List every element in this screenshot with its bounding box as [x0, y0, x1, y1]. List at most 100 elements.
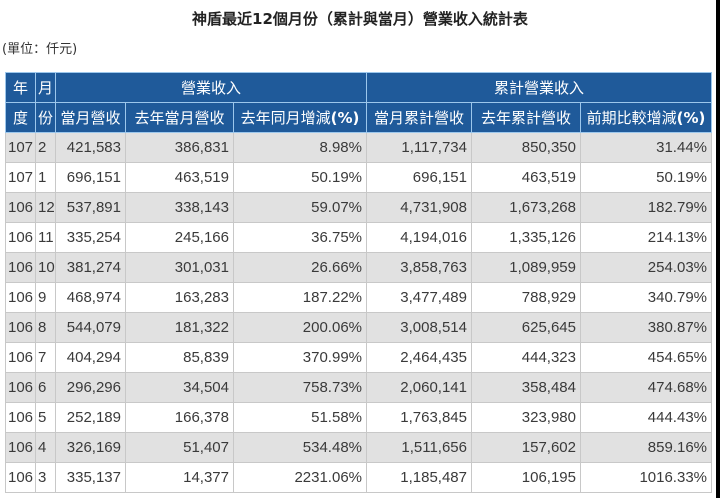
table-row: 106 12 537,891 338,143 59.07% 4,731,908 …: [5, 192, 712, 223]
cell-year: 107: [5, 162, 36, 193]
cell-current-cumulative: 4,194,016: [366, 222, 472, 253]
cell-period-change: 31.44%: [580, 132, 712, 163]
table-row: 106 6 296,296 34,504 758.73% 2,060,141 3…: [5, 372, 712, 403]
cell-period-change: 380.87%: [580, 312, 712, 343]
table-row: 106 10 381,274 301,031 26.66% 3,858,763 …: [5, 252, 712, 283]
header-yoy-change-unit: (%): [330, 109, 360, 127]
header-yoy-change-label: 去年同月增減: [240, 109, 331, 127]
header-last-year-cumulative: 去年累計營收: [471, 102, 581, 133]
cell-month: 2: [35, 132, 56, 163]
cell-period-change: 1016.33%: [580, 462, 712, 493]
cell-last-year-cumulative: 788,929: [471, 282, 581, 313]
cell-current-month-revenue: 468,974: [55, 282, 126, 313]
cell-last-year-cumulative: 850,350: [471, 132, 581, 163]
cell-period-change: 340.79%: [580, 282, 712, 313]
cell-current-cumulative: 3,858,763: [366, 252, 472, 283]
table-row: 106 5 252,189 166,378 51.58% 1,763,845 3…: [5, 402, 712, 433]
cell-last-year-month-revenue: 34,504: [125, 372, 234, 403]
cell-period-change: 859.16%: [580, 432, 712, 463]
table-row: 107 2 421,583 386,831 8.98% 1,117,734 85…: [5, 132, 712, 163]
cell-current-month-revenue: 335,254: [55, 222, 126, 253]
header-month-top: 月: [35, 72, 56, 103]
cell-last-year-month-revenue: 245,166: [125, 222, 234, 253]
cell-yoy-change: 51.58%: [233, 402, 367, 433]
cell-year: 106: [5, 222, 36, 253]
cell-current-cumulative: 1,117,734: [366, 132, 472, 163]
cell-yoy-change: 50.19%: [233, 162, 367, 193]
cell-current-cumulative: 696,151: [366, 162, 472, 193]
cell-current-month-revenue: 326,169: [55, 432, 126, 463]
cell-year: 107: [5, 132, 36, 163]
cell-period-change: 444.43%: [580, 402, 712, 433]
header-year-top: 年: [5, 72, 36, 103]
cell-current-month-revenue: 296,296: [55, 372, 126, 403]
table-row: 106 4 326,169 51,407 534.48% 1,511,656 1…: [5, 432, 712, 463]
cell-period-change: 254.03%: [580, 252, 712, 283]
cell-month: 7: [35, 342, 56, 373]
cell-last-year-month-revenue: 163,283: [125, 282, 234, 313]
cell-yoy-change: 534.48%: [233, 432, 367, 463]
header-period-change-unit: (%): [676, 109, 706, 127]
cell-current-month-revenue: 335,137: [55, 462, 126, 493]
cell-current-month-revenue: 544,079: [55, 312, 126, 343]
cell-current-cumulative: 2,060,141: [366, 372, 472, 403]
header-cumulative-revenue-group: 累計營業收入: [366, 72, 712, 103]
header-period-change-label: 前期比較增減: [586, 109, 677, 127]
table-row: 106 11 335,254 245,166 36.75% 4,194,016 …: [5, 222, 712, 253]
cell-month: 4: [35, 432, 56, 463]
cell-current-cumulative: 1,185,487: [366, 462, 472, 493]
cell-current-cumulative: 2,464,435: [366, 342, 472, 373]
cell-yoy-change: 370.99%: [233, 342, 367, 373]
cell-current-cumulative: 4,731,908: [366, 192, 472, 223]
unit-note: (單位：仟元): [2, 42, 78, 57]
cell-last-year-month-revenue: 85,839: [125, 342, 234, 373]
cell-last-year-cumulative: 323,980: [471, 402, 581, 433]
table-row: 106 3 335,137 14,377 2231.06% 1,185,487 …: [5, 462, 712, 493]
cell-last-year-month-revenue: 166,378: [125, 402, 234, 433]
cell-year: 106: [5, 192, 36, 223]
cell-current-month-revenue: 404,294: [55, 342, 126, 373]
table-row: 106 8 544,079 181,322 200.06% 3,008,514 …: [5, 312, 712, 343]
cell-last-year-cumulative: 358,484: [471, 372, 581, 403]
cell-month: 8: [35, 312, 56, 343]
header-yoy-change: 去年同月增減(%): [233, 102, 367, 133]
cell-last-year-cumulative: 157,602: [471, 432, 581, 463]
cell-month: 9: [35, 282, 56, 313]
cell-last-year-cumulative: 1,089,959: [471, 252, 581, 283]
cell-year: 106: [5, 402, 36, 433]
cell-year: 106: [5, 312, 36, 343]
cell-last-year-month-revenue: 301,031: [125, 252, 234, 283]
revenue-table: 年 月 營業收入 累計營業收入 度 份 當月營收 去年當月營收 去年同月增減(%…: [5, 72, 712, 493]
cell-year: 106: [5, 462, 36, 493]
header-row-groups: 年 月 營業收入 累計營業收入: [5, 72, 712, 103]
cell-current-cumulative: 3,477,489: [366, 282, 472, 313]
cell-year: 106: [5, 342, 36, 373]
header-current-month-revenue: 當月營收: [55, 102, 126, 133]
cell-current-month-revenue: 696,151: [55, 162, 126, 193]
cell-year: 106: [5, 282, 36, 313]
header-year-bottom: 度: [5, 102, 36, 133]
cell-last-year-cumulative: 1,673,268: [471, 192, 581, 223]
cell-current-month-revenue: 537,891: [55, 192, 126, 223]
cell-current-cumulative: 3,008,514: [366, 312, 472, 343]
cell-last-year-month-revenue: 463,519: [125, 162, 234, 193]
cell-month: 3: [35, 462, 56, 493]
page-title: 神盾最近12個月份（累計與當月）營業收入統計表: [192, 10, 528, 28]
cell-yoy-change: 26.66%: [233, 252, 367, 283]
cell-month: 6: [35, 372, 56, 403]
cell-current-month-revenue: 421,583: [55, 132, 126, 163]
cell-last-year-cumulative: 463,519: [471, 162, 581, 193]
screen-edge: [716, 0, 720, 498]
cell-year: 106: [5, 372, 36, 403]
header-last-year-month-revenue: 去年當月營收: [125, 102, 234, 133]
cell-yoy-change: 200.06%: [233, 312, 367, 343]
cell-last-year-cumulative: 1,335,126: [471, 222, 581, 253]
cell-period-change: 50.19%: [580, 162, 712, 193]
header-period-change: 前期比較增減(%): [580, 102, 712, 133]
table-row: 106 7 404,294 85,839 370.99% 2,464,435 4…: [5, 342, 712, 373]
cell-yoy-change: 36.75%: [233, 222, 367, 253]
cell-month: 10: [35, 252, 56, 283]
cell-last-year-cumulative: 444,323: [471, 342, 581, 373]
cell-month: 5: [35, 402, 56, 433]
cell-current-month-revenue: 381,274: [55, 252, 126, 283]
